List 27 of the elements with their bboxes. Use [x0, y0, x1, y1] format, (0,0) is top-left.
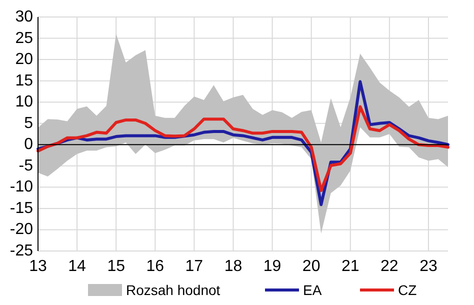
y-tick-label: 30: [15, 8, 34, 26]
y-tick-label: -5: [18, 157, 34, 174]
x-tick-label: 13: [29, 258, 47, 275]
legend-label: CZ: [398, 282, 418, 298]
x-tick-label: 19: [263, 258, 282, 275]
y-tick-label: -15: [10, 200, 34, 217]
legend-label: Rozsah hodnot: [126, 282, 220, 298]
x-tick-label: 20: [302, 258, 320, 275]
y-tick-label: 5: [24, 114, 34, 132]
legend-label: EA: [303, 282, 322, 298]
x-tick-label: 18: [224, 258, 242, 275]
x-tick-label: 21: [341, 258, 360, 275]
x-tick-label: 17: [185, 258, 204, 275]
y-tick-label: -25: [10, 242, 34, 260]
y-tick-label: -10: [10, 178, 34, 196]
y-tick-label: -20: [10, 221, 34, 238]
y-tick-label: 15: [15, 72, 34, 90]
x-tick-label: 16: [146, 258, 164, 275]
x-tick-label: 23: [420, 258, 438, 275]
x-tick-label: 14: [68, 258, 86, 275]
line-series: [36, 105, 450, 192]
x-tick-label: 22: [380, 258, 398, 275]
y-tick-label: 0: [24, 136, 34, 154]
y-tick-label: 20: [15, 51, 34, 68]
x-tick-label: 15: [107, 258, 126, 275]
y-tick-label: 10: [15, 94, 34, 111]
y-tick-label: 25: [15, 30, 34, 47]
